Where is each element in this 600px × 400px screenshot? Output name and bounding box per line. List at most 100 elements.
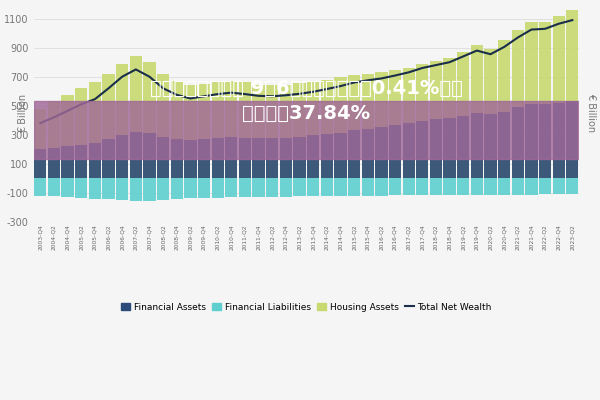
Bar: [61, 95, 74, 178]
Text: 股票杠杆交易原理 9月6日金轮转债下跌0.41%，转
股溢价率37.84%: 股票杠杆交易原理 9月6日金轮转债下跌0.41%，转 股溢价率37.84%: [150, 79, 463, 123]
Bar: [362, 74, 374, 178]
Bar: [416, 64, 428, 178]
Bar: [48, 178, 60, 196]
Y-axis label: € Billion: € Billion: [18, 93, 28, 132]
Bar: [212, 178, 224, 198]
Bar: [293, 178, 305, 196]
Bar: [512, 107, 524, 178]
Bar: [89, 144, 101, 178]
Bar: [170, 139, 183, 178]
Bar: [348, 178, 360, 196]
Bar: [430, 120, 442, 178]
Bar: [498, 178, 510, 195]
Bar: [34, 149, 46, 178]
Bar: [334, 178, 347, 196]
Bar: [484, 114, 497, 178]
Bar: [75, 145, 88, 178]
Bar: [61, 146, 74, 178]
Bar: [184, 140, 197, 178]
Bar: [307, 82, 319, 178]
Bar: [320, 134, 333, 178]
Bar: [471, 45, 483, 178]
Bar: [293, 83, 305, 178]
Bar: [389, 178, 401, 196]
Bar: [89, 178, 101, 198]
Bar: [430, 61, 442, 178]
Bar: [116, 178, 128, 200]
Bar: [375, 178, 388, 196]
Bar: [157, 137, 169, 178]
Bar: [553, 16, 565, 178]
Bar: [375, 72, 388, 178]
Bar: [266, 138, 278, 178]
Bar: [348, 75, 360, 178]
Bar: [253, 85, 265, 178]
Bar: [512, 30, 524, 178]
Bar: [512, 178, 524, 195]
Bar: [525, 178, 538, 195]
Bar: [403, 68, 415, 178]
Bar: [403, 123, 415, 178]
Bar: [553, 103, 565, 178]
Bar: [566, 178, 578, 194]
Bar: [253, 138, 265, 178]
Bar: [130, 132, 142, 178]
Bar: [116, 136, 128, 178]
Bar: [334, 132, 347, 178]
Bar: [184, 85, 197, 178]
Bar: [184, 178, 197, 198]
Bar: [170, 178, 183, 198]
Bar: [443, 118, 456, 178]
Bar: [143, 133, 155, 178]
Bar: [103, 74, 115, 178]
Bar: [75, 88, 88, 178]
Bar: [498, 40, 510, 178]
Bar: [280, 138, 292, 178]
Bar: [34, 101, 579, 159]
Bar: [484, 49, 497, 178]
Bar: [239, 178, 251, 197]
Bar: [430, 178, 442, 195]
Bar: [130, 178, 142, 201]
Bar: [89, 82, 101, 178]
Bar: [34, 178, 46, 196]
Bar: [457, 116, 469, 178]
Bar: [280, 178, 292, 196]
Bar: [130, 56, 142, 178]
Bar: [471, 113, 483, 178]
Bar: [157, 74, 169, 178]
Bar: [403, 178, 415, 196]
Bar: [280, 85, 292, 178]
Bar: [566, 101, 578, 178]
Bar: [375, 128, 388, 178]
Bar: [198, 84, 210, 178]
Bar: [48, 101, 60, 178]
Bar: [198, 139, 210, 178]
Bar: [266, 178, 278, 197]
Bar: [157, 178, 169, 200]
Bar: [103, 178, 115, 199]
Bar: [103, 139, 115, 178]
Bar: [334, 78, 347, 178]
Bar: [457, 52, 469, 178]
Bar: [539, 178, 551, 194]
Bar: [212, 82, 224, 178]
Bar: [320, 178, 333, 196]
Bar: [307, 178, 319, 196]
Bar: [307, 136, 319, 178]
Bar: [525, 104, 538, 178]
Bar: [443, 58, 456, 178]
Y-axis label: € Billion: € Billion: [586, 93, 596, 132]
Bar: [266, 85, 278, 178]
Bar: [362, 129, 374, 178]
Bar: [239, 138, 251, 178]
Bar: [48, 148, 60, 178]
Bar: [471, 178, 483, 195]
Bar: [553, 178, 565, 194]
Bar: [143, 178, 155, 201]
Bar: [239, 82, 251, 178]
Bar: [457, 178, 469, 195]
Bar: [389, 70, 401, 178]
Bar: [34, 109, 46, 178]
Bar: [253, 178, 265, 197]
